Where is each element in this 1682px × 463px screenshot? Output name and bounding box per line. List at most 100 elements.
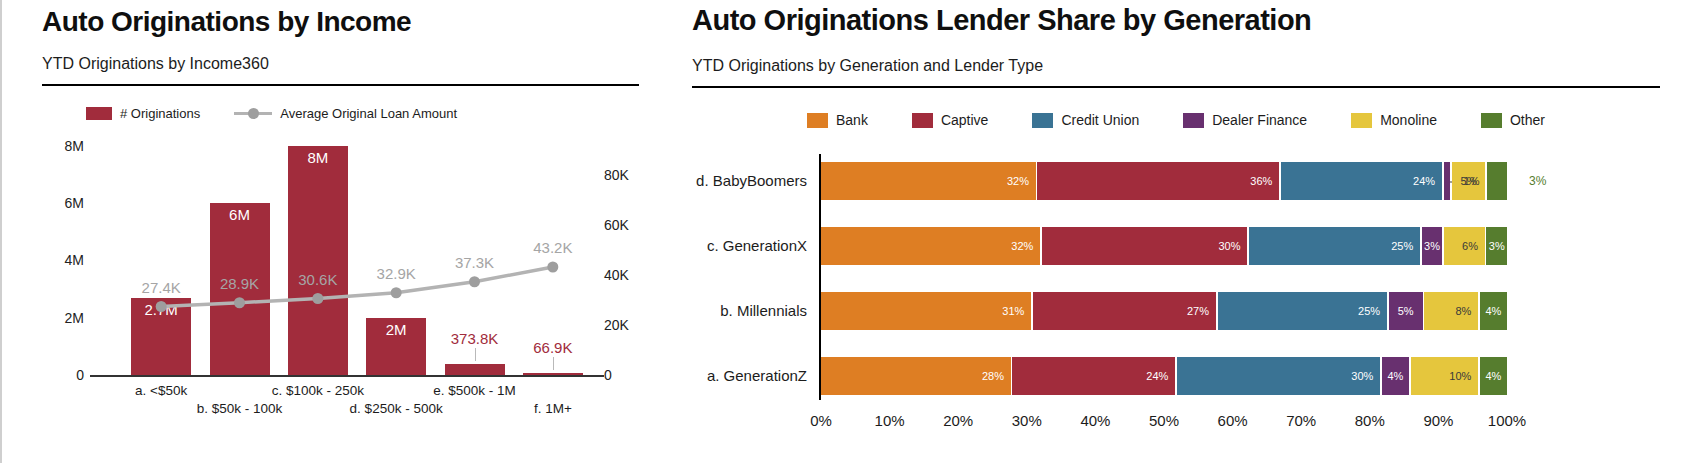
legend-label: Monoline bbox=[1380, 112, 1437, 128]
slice-value-label: 31% bbox=[1002, 305, 1024, 317]
slice-bank[interactable]: 32% bbox=[821, 227, 1040, 265]
line-value-label: 27.4K bbox=[121, 279, 201, 296]
legend-item-monoline[interactable]: Monoline bbox=[1351, 112, 1437, 128]
right-chart-title: Auto Originations Lender Share by Genera… bbox=[692, 4, 1311, 37]
color-swatch-icon bbox=[912, 113, 933, 128]
slice-captive[interactable]: 30% bbox=[1042, 227, 1248, 265]
color-swatch-icon bbox=[1183, 113, 1204, 128]
slice-monoline[interactable]: 10% bbox=[1411, 357, 1479, 395]
category-label: b. Millennials bbox=[692, 302, 807, 319]
legend-item-other[interactable]: Other bbox=[1481, 112, 1545, 128]
slice-value-label: 8% bbox=[1455, 305, 1471, 317]
legend-label: Dealer Finance bbox=[1212, 112, 1307, 128]
slice-value-label: 32% bbox=[1007, 175, 1029, 187]
slice-dealer-finance[interactable]: 1% bbox=[1444, 162, 1451, 200]
line-swatch-icon bbox=[234, 107, 272, 120]
slice-bank[interactable]: 31% bbox=[821, 292, 1031, 330]
line-point-marker[interactable] bbox=[547, 262, 558, 273]
slice-captive[interactable]: 36% bbox=[1037, 162, 1279, 200]
bar-f[interactable] bbox=[523, 373, 583, 375]
legend-item-captive[interactable]: Captive bbox=[912, 112, 988, 128]
slice-value-label: 28% bbox=[982, 370, 1004, 382]
slice-dealer-finance[interactable]: 4% bbox=[1382, 357, 1409, 395]
slice-other[interactable]: 3% bbox=[1486, 227, 1507, 265]
slice-monoline[interactable]: 8% bbox=[1424, 292, 1478, 330]
slice-other[interactable] bbox=[1487, 162, 1507, 200]
generation-chart-panel: Auto Originations Lender Share by Genera… bbox=[692, 0, 1667, 463]
legend-item-avg-loan-amount[interactable]: Average Original Loan Amount bbox=[234, 106, 457, 121]
line-value-label: 30.6K bbox=[278, 271, 358, 288]
slice-value-label: 5% bbox=[1398, 305, 1414, 317]
bar-swatch-icon bbox=[86, 107, 112, 120]
legend-item-bank[interactable]: Bank bbox=[807, 112, 868, 128]
slice-credit-union[interactable]: 30% bbox=[1177, 357, 1381, 395]
right-axis-tick-label: 0 bbox=[604, 367, 612, 383]
slice-other[interactable]: 4% bbox=[1480, 357, 1507, 395]
line-point-marker[interactable] bbox=[391, 287, 402, 298]
legend-item-credit-union[interactable]: Credit Union bbox=[1032, 112, 1139, 128]
label-leader-line bbox=[553, 357, 555, 370]
left-chart-title: Auto Originations by Income bbox=[42, 6, 411, 38]
slice-credit-union[interactable]: 25% bbox=[1218, 292, 1388, 330]
slice-bank[interactable]: 32% bbox=[821, 162, 1036, 200]
left-axis-tick-label: 2M bbox=[50, 310, 84, 326]
category-label: c. GenerationX bbox=[692, 237, 807, 254]
x-category-label: d. $250k - 500k bbox=[326, 401, 466, 416]
slice-value-label: 25% bbox=[1358, 305, 1380, 317]
slice-dealer-finance[interactable]: 3% bbox=[1422, 227, 1443, 265]
slice-credit-union[interactable]: 25% bbox=[1249, 227, 1420, 265]
slice-dealer-finance[interactable]: 5% bbox=[1389, 292, 1423, 330]
bar-e[interactable] bbox=[445, 364, 505, 375]
dot-glyph bbox=[248, 108, 259, 119]
lender-share-stacked-chart: d. BabyBoomers32%36%24%1%5%3%c. Generati… bbox=[692, 140, 1667, 460]
color-swatch-icon bbox=[1481, 113, 1502, 128]
line-point-marker[interactable] bbox=[469, 276, 480, 287]
right-axis-tick-label: 20K bbox=[604, 317, 629, 333]
x-axis-tick-label: 20% bbox=[928, 412, 988, 429]
slice-value-label: 4% bbox=[1485, 305, 1501, 317]
income-chart-panel: Auto Originations by Income YTD Originat… bbox=[42, 0, 642, 463]
legend-label: Average Original Loan Amount bbox=[280, 106, 457, 121]
slice-value-label: 32% bbox=[1011, 240, 1033, 252]
slice-credit-union[interactable]: 24% bbox=[1281, 162, 1442, 200]
stacked-bar-row: 31% 27% 25% 5% 8% 4% bbox=[821, 292, 1507, 330]
color-swatch-icon bbox=[807, 113, 828, 128]
legend-item-dealer-finance[interactable]: Dealer Finance bbox=[1183, 112, 1307, 128]
x-category-label: b. $50k - 100k bbox=[170, 401, 310, 416]
x-category-label: c. $100k - 250k bbox=[248, 383, 388, 398]
line-value-label: 32.9K bbox=[356, 265, 436, 282]
line-value-label: 28.9K bbox=[200, 275, 280, 292]
line-value-label: 43.2K bbox=[513, 239, 593, 256]
slice-value-label: 4% bbox=[1485, 370, 1501, 382]
slice-value-label: 10% bbox=[1449, 370, 1471, 382]
left-axis-tick-label: 4M bbox=[50, 252, 84, 268]
category-label: a. GenerationZ bbox=[692, 367, 807, 384]
slice-value-label: 1% bbox=[1464, 175, 1480, 187]
category-label: d. BabyBoomers bbox=[692, 172, 807, 189]
legend-item-originations[interactable]: # Originations bbox=[86, 106, 200, 121]
right-axis-tick-label: 60K bbox=[604, 217, 629, 233]
income-bar-line-chart: 02M4M6M8M020K40K60K80K2.7Ma. <$50k6Mb. $… bbox=[42, 130, 642, 440]
slice-captive[interactable]: 24% bbox=[1012, 357, 1175, 395]
legend-label: # Originations bbox=[120, 106, 200, 121]
right-chart-legend: Bank Captive Credit Union Dealer Finance Mon… bbox=[692, 112, 1660, 128]
x-category-label: e. $500k - 1M bbox=[405, 383, 545, 398]
slice-other[interactable]: 4% bbox=[1480, 292, 1507, 330]
bar-c[interactable] bbox=[288, 146, 348, 375]
x-axis-tick-label: 70% bbox=[1271, 412, 1331, 429]
slice-captive[interactable]: 27% bbox=[1033, 292, 1216, 330]
slice-value-label: 6% bbox=[1462, 240, 1478, 252]
slice-value-label: 27% bbox=[1187, 305, 1209, 317]
x-category-label: a. <$50k bbox=[91, 383, 231, 398]
color-swatch-icon bbox=[1032, 113, 1053, 128]
slice-value-label: 3% bbox=[1489, 240, 1505, 252]
x-axis-line bbox=[90, 375, 604, 377]
x-axis-tick-label: 30% bbox=[997, 412, 1057, 429]
stacked-bar-row: 32% 30% 25% 3% 6% 3% bbox=[821, 227, 1507, 265]
slice-bank[interactable]: 28% bbox=[821, 357, 1011, 395]
slice-value-label: 25% bbox=[1391, 240, 1413, 252]
slice-monoline[interactable]: 6% bbox=[1444, 227, 1485, 265]
bar-value-label: 2.7M bbox=[131, 301, 191, 318]
color-swatch-icon bbox=[1351, 113, 1372, 128]
x-axis-tick-label: 0% bbox=[791, 412, 851, 429]
